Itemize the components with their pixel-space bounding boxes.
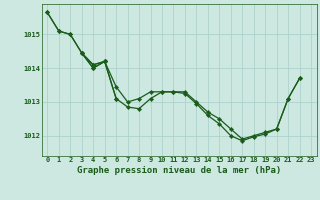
X-axis label: Graphe pression niveau de la mer (hPa): Graphe pression niveau de la mer (hPa)	[77, 166, 281, 175]
